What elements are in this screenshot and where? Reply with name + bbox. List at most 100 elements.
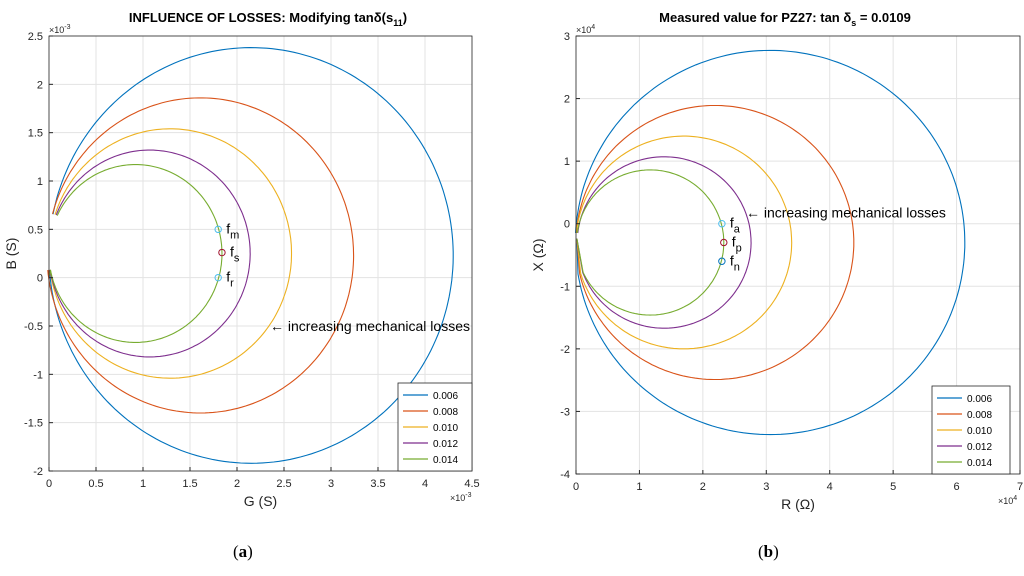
ytick-label-a-7: 1.5 (28, 128, 43, 140)
legend-label-b-0.014: 0.014 (967, 458, 992, 469)
ytick-label-b-7: 3 (564, 31, 570, 43)
legend-label-b-0.010: 0.010 (967, 426, 992, 437)
chart-title-sub-b: s (851, 18, 856, 28)
ytick-label-b-5: 1 (564, 156, 570, 168)
ytick-label-a-3: -0.5 (24, 321, 43, 333)
xtick-label-a-3: 1.5 (182, 478, 197, 490)
marker-label-b-p: fp (732, 233, 742, 254)
marker-label-sub-b-p: p (736, 242, 742, 254)
caption-a: (a) (233, 542, 253, 562)
legend-label-b-0.006: 0.006 (967, 394, 992, 405)
marker-a-s (218, 248, 226, 257)
xtick-label-a-2: 1 (140, 478, 146, 490)
legend-label-b-0.008: 0.008 (967, 410, 992, 421)
series-line-a-0.012 (49, 149, 251, 358)
y-exponent-power-a: -3 (64, 24, 70, 31)
ytick-label-b-2: -2 (560, 344, 570, 356)
xtick-label-a-8: 4 (422, 478, 428, 490)
ytick-label-a-1: -1.5 (24, 418, 43, 430)
chart-title-sub-a: 11 (393, 18, 403, 28)
legend-label-a-0.012: 0.012 (433, 439, 458, 450)
chart-title-a: INFLUENCE OF LOSSES: Modifying tanδ(s11) (129, 10, 407, 28)
axes-box-a (48, 35, 473, 472)
chart-a-svg: 0 0.5 1 1.5 2 2.5 3 3.5 4 4.5 -2 -1.5 -1 -0.5 0 0.5 1 1.5… (3, 10, 480, 509)
series-line-b-0.006 (575, 49, 966, 436)
series-line-a-0.008 (47, 97, 355, 414)
ytick-label-a-0: -2 (33, 466, 43, 478)
marker-b-n (718, 257, 726, 265)
marker-label-sub-b-a: a (734, 224, 741, 236)
legend-label-a-0.014: 0.014 (433, 455, 458, 466)
y-exponent-power-b: 4 (591, 24, 595, 31)
marker-a-r (214, 273, 222, 282)
xtick-label-b-0: 0 (573, 481, 579, 493)
series-line-b-0.008 (575, 104, 855, 381)
caption-a-close: ) (247, 542, 253, 561)
series-line-b-0.010 (575, 135, 793, 350)
ytick-label-a-2: -1 (33, 369, 43, 381)
x-exponent-power-a: -3 (465, 492, 471, 499)
marker-label-b-a: fa (730, 215, 741, 236)
y-exponent-a: ×10-3 (49, 24, 71, 35)
x-exponent-a: ×10-3 (450, 492, 472, 503)
marker-label-sub-b-n: n (734, 261, 740, 273)
caption-b-close: ) (773, 542, 779, 561)
annotation-a: ← increasing mechanical losses (270, 318, 470, 334)
marker-label-b-n: fn (730, 252, 740, 273)
xtick-label-a-6: 3 (328, 478, 334, 490)
xtick-label-a-9: 4.5 (464, 478, 479, 490)
xtick-label-b-1: 1 (636, 481, 642, 493)
caption-b-open: ( (758, 542, 764, 561)
xtick-label-b-3: 3 (763, 481, 769, 493)
xtick-label-a-4: 2 (234, 478, 240, 490)
caption-a-open: ( (233, 542, 239, 561)
series-line-a-0.006 (48, 47, 454, 464)
marker-b-a (718, 220, 726, 228)
y-axis-label-a: B (S) (3, 238, 19, 270)
chart-b-svg: 0 1 2 3 4 5 6 7 -4 -3 -2 -1 0 1 2 3 ×104 ×104 R (Ω) X (Ω) Me… (530, 10, 1023, 512)
series-line-b-0.012 (576, 156, 752, 329)
xtick-label-b-6: 6 (954, 481, 960, 493)
xtick-label-a-7: 3.5 (370, 478, 385, 490)
y-axis-label-b: X (Ω) (530, 238, 546, 271)
chart-title-close-a: ) (403, 10, 407, 25)
xtick-label-b-5: 5 (890, 481, 896, 493)
x-exponent-b: ×104 (998, 495, 1017, 506)
ytick-label-b-6: 2 (564, 94, 570, 106)
xtick-label-a-0: 0 (46, 478, 52, 490)
ytick-label-a-4: 0 (37, 273, 43, 285)
ytick-label-b-1: -3 (560, 406, 570, 418)
axes-box-b (575, 35, 1021, 475)
caption-b-letter: b (763, 542, 774, 561)
xtick-label-a-5: 2.5 (276, 478, 291, 490)
chart-title-b: Measured value for PZ27: tan δs = 0.0109 (659, 10, 911, 28)
legend-label-a-0.010: 0.010 (433, 423, 458, 434)
marker-label-sub-a-s: s (234, 253, 240, 265)
ytick-label-b-0: -4 (560, 469, 570, 481)
xtick-label-b-7: 7 (1017, 481, 1023, 493)
series-line-a-0.014 (49, 164, 223, 343)
x-axis-label-b: R (Ω) (781, 496, 815, 512)
x-axis-label-a: G (S) (244, 493, 277, 509)
y-exponent-b: ×104 (576, 24, 595, 35)
series-line-b-0.014 (576, 169, 725, 316)
series-line-a-0.010 (49, 128, 293, 379)
marker-label-sub-a-m: m (230, 229, 239, 241)
marker-label-sub-a-r: r (230, 278, 234, 290)
x-exponent-power-b: 4 (1013, 495, 1017, 502)
marker-label-a-s: fs (230, 244, 240, 265)
annotation-b: ← increasing mechanical losses (746, 204, 946, 220)
chart-panel-a: 0 0.5 1 1.5 2 2.5 3 3.5 4 4.5 -2 -1.5 -1 -0.5 0 0.5 1 1.5… (0, 0, 512, 571)
marker-b-p (720, 238, 728, 247)
chart-panel-b: 0 1 2 3 4 5 6 7 -4 -3 -2 -1 0 1 2 3 ×104 ×104 R (Ω) X (Ω) Me… (512, 0, 1024, 571)
ytick-label-b-4: 0 (564, 219, 570, 231)
legend-label-b-0.012: 0.012 (967, 442, 992, 453)
legend-label-a-0.008: 0.008 (433, 407, 458, 418)
chart-title-close-b: = 0.0109 (856, 10, 911, 25)
xtick-label-b-2: 2 (700, 481, 706, 493)
marker-label-a-r: fr (226, 269, 234, 290)
xtick-label-b-4: 4 (827, 481, 833, 493)
ytick-label-a-8: 2 (37, 79, 43, 91)
ytick-label-b-3: -1 (560, 281, 570, 293)
ytick-label-a-6: 1 (37, 176, 43, 188)
